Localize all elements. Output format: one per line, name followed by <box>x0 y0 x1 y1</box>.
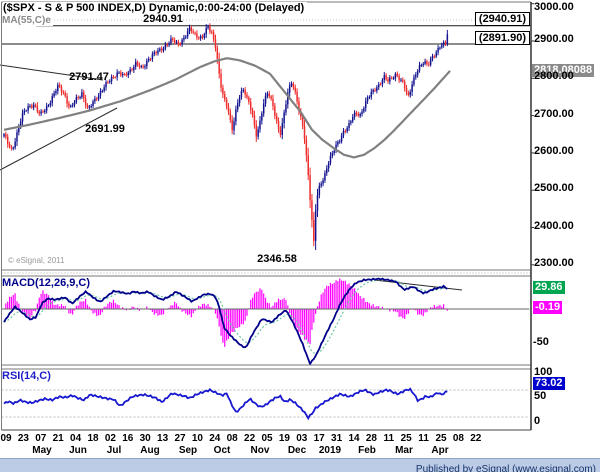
price-axis-label: 2900.00 <box>534 33 574 45</box>
rsi-axis-label: 50 <box>534 390 547 402</box>
date-tick-label: 17 <box>313 433 325 444</box>
ma-value-badge: 2818.08088 <box>532 64 595 77</box>
macd-study-label: MACD(12,26,9,C) <box>2 277 91 289</box>
chart-title: ($SPX - S & P 500 INDEX,D) Dynamic,0:00-… <box>3 2 308 14</box>
date-tick-label: 22 <box>244 433 256 444</box>
price-annotation-2691: 2691.99 <box>85 123 125 135</box>
rsi-study-label: RSI(14,C) <box>2 370 51 382</box>
date-tick-label: 23 <box>17 433 29 444</box>
publisher-strip: Published by eSignal (www.esignal.com) <box>0 458 600 472</box>
date-tick-label: 14 <box>348 433 360 444</box>
date-tick-label: 08 <box>452 433 464 444</box>
month-tick-label: Feb <box>358 445 376 456</box>
esignal-copyright: © eSignal, 2011 <box>8 256 65 265</box>
date-tick-label: 03 <box>296 433 308 444</box>
price-annotation-2791: 2791.47 <box>69 71 109 83</box>
date-tick-label: 02 <box>104 433 116 444</box>
date-tick-label: 21 <box>52 433 64 444</box>
price-axis-label: 2500.00 <box>534 182 574 195</box>
macd-histogram-value-badge: -0.19 <box>533 301 563 314</box>
panel-borders <box>1 1 534 431</box>
rsi-panel <box>1 387 530 421</box>
price-axis-label: 2300.00 <box>534 256 574 269</box>
date-tick-label: 27 <box>174 433 186 444</box>
month-tick-label: Mar <box>395 445 413 456</box>
date-tick-label: 25 <box>400 433 412 444</box>
date-tick-label: 11 <box>418 433 429 444</box>
month-tick-label: 2019 <box>318 445 342 456</box>
date-tick-label: 07 <box>35 433 47 444</box>
price-axis-label: 2800.00 <box>534 70 574 83</box>
rsi-value-badge: 73.02 <box>533 377 565 390</box>
resistance-level-box-2: (2891.90) <box>474 31 530 45</box>
publisher-text: Published by eSignal (www.esignal.com) <box>415 464 596 472</box>
month-tick-label: Nov <box>250 445 270 456</box>
price-axis-label: 2400.00 <box>534 219 574 232</box>
month-tick-label: Jun <box>69 445 87 456</box>
date-tick-label: 28 <box>365 433 377 444</box>
ma55-line <box>3 57 451 159</box>
month-tick-label: Apr <box>431 445 449 456</box>
date-tick-label: 09 <box>0 433 12 444</box>
month-tick-label: Dec <box>287 445 307 456</box>
candlestick-series <box>3 23 449 251</box>
date-tick-label: 30 <box>139 433 151 444</box>
month-tick-label: Aug <box>140 445 160 456</box>
date-tick-label: 05 <box>261 433 273 444</box>
month-tick-label: Jul <box>106 445 122 456</box>
date-tick-label: 04 <box>70 433 82 444</box>
rsi-axis-label: 0 <box>534 415 541 427</box>
macd-panel <box>1 277 530 365</box>
date-tick-label: 10 <box>191 433 203 444</box>
month-tick-label: Sep <box>178 445 198 456</box>
macd-value-badge: 29.86 <box>533 281 565 294</box>
date-tick-label: 18 <box>87 433 99 444</box>
trendlines <box>0 64 463 291</box>
macd-axis-label: -50 <box>533 336 549 348</box>
date-tick-label: 16 <box>122 433 134 444</box>
date-tick-label: 22 <box>470 433 482 444</box>
date-tick-label: 25 <box>435 433 447 444</box>
price-axis-label: 2700.00 <box>534 107 574 120</box>
peak-price-label: 2940.91 <box>143 13 183 25</box>
low-price-label: 2346.58 <box>257 253 297 265</box>
date-tick-label: 31 <box>331 433 343 444</box>
month-tick-label: May <box>32 445 52 456</box>
month-tick-label: Oct <box>213 445 231 456</box>
price-axis-label: 3000.00 <box>534 1 574 13</box>
date-tick-label: 11 <box>383 433 395 444</box>
resistance-level-box-1: (2940.91) <box>474 12 530 26</box>
date-tick-label: 13 <box>157 433 169 444</box>
date-tick-label: 24 <box>209 433 221 444</box>
price-axis-label: 2600.00 <box>534 144 574 157</box>
ma-study-label: MA(55,C)e <box>2 15 53 26</box>
resistance-lines <box>1 19 531 45</box>
date-tick-label: 19 <box>278 433 290 444</box>
rsi-axis-label: 100 <box>534 366 553 378</box>
date-tick-label: 08 <box>226 433 238 444</box>
